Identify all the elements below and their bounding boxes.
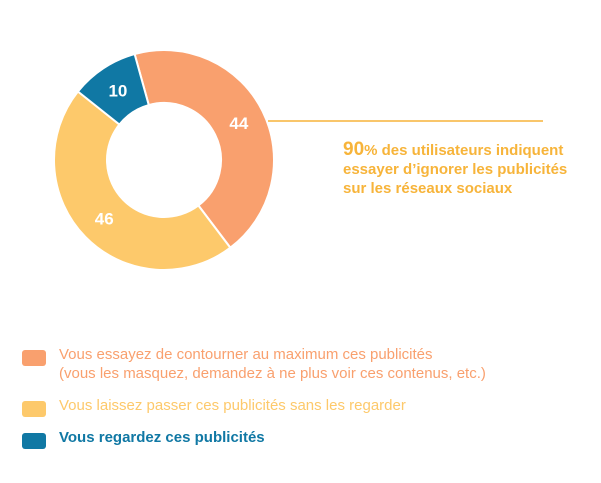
- legend-label-contourner-line1: Vous essayez de contourner au maximum ce…: [59, 346, 433, 363]
- callout-annotation: 90% des utilisateurs indiquent essayer d…: [343, 140, 573, 198]
- legend-label-laissez-passer: Vous laissez passer ces publicités sans …: [59, 397, 406, 414]
- callout-percentage: 90: [343, 139, 365, 160]
- legend-swatch-blue: [22, 433, 46, 449]
- donut-slices: [53, 49, 275, 271]
- donut-slice-label-3: 10: [108, 81, 127, 100]
- donut-slice-label-1: 44: [229, 114, 248, 133]
- donut-slice-1: [133, 49, 275, 250]
- legend: Vous essayez de contourner au maximum ce…: [22, 345, 592, 460]
- legend-label-regardez: Vous regardez ces publicités: [59, 429, 265, 446]
- donut-slice-labels: 44 46 10: [95, 81, 249, 228]
- legend-swatch-yellow: [22, 401, 46, 417]
- legend-swatch-orange: [22, 350, 46, 366]
- donut-slice-3: [76, 52, 150, 126]
- legend-label-contourner-line2: (vous les masquez, demandez à ne plus vo…: [59, 365, 486, 382]
- donut-slice-label-2: 46: [95, 209, 114, 228]
- legend-item-laissez-passer: Vous laissez passer ces publicités sans …: [22, 396, 592, 417]
- donut-slice-2: [53, 90, 232, 271]
- legend-item-regardez: Vous regardez ces publicités: [22, 428, 592, 449]
- legend-item-contourner: Vous essayez de contourner au maximum ce…: [22, 345, 592, 383]
- callout-text: % des utilisateurs indiquent essayer d’i…: [343, 142, 568, 197]
